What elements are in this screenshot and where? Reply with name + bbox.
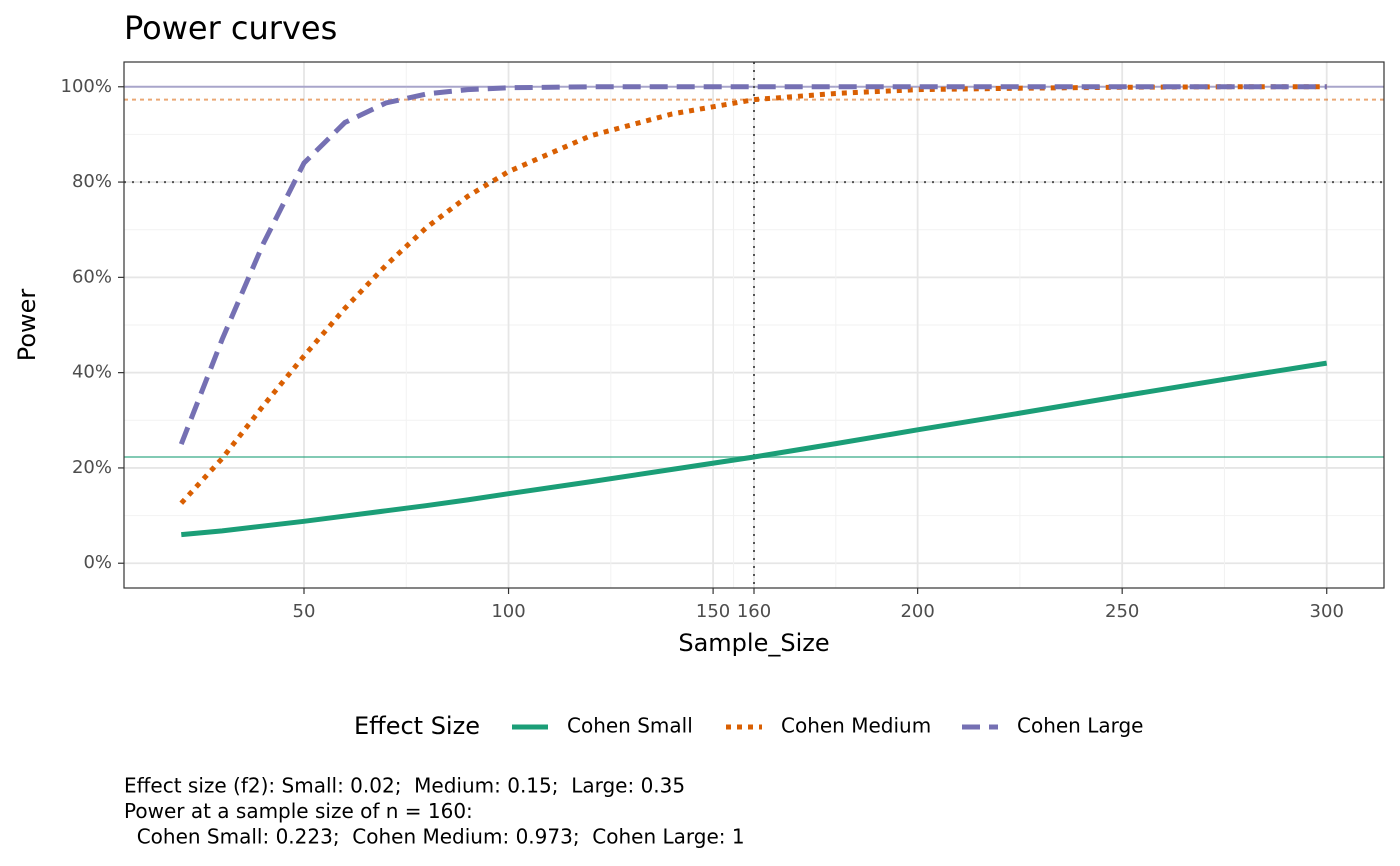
plot-area: [124, 62, 1384, 588]
x-tick-label: 150: [696, 601, 730, 622]
y-tick-label: 20%: [72, 457, 112, 478]
y-axis-label: Power: [13, 289, 41, 362]
x-tick-label: 250: [1105, 601, 1139, 622]
x-tick-label: 50: [293, 601, 316, 622]
y-tick-label: 40%: [72, 362, 112, 383]
y-tick-label: 0%: [83, 552, 112, 573]
x-axis-label: Sample_Size: [678, 629, 829, 657]
legend-title: Effect Size: [354, 712, 480, 740]
y-tick-label: 100%: [61, 76, 112, 97]
x-tick-label: 100: [491, 601, 525, 622]
x-tick-label: 160: [737, 601, 771, 622]
legend-label: Cohen Medium: [781, 714, 931, 738]
y-tick-label: 80%: [72, 171, 112, 192]
caption: Effect size (f2): Small: 0.02; Medium: 0…: [124, 774, 745, 849]
caption-line: Effect size (f2): Small: 0.02; Medium: 0…: [124, 774, 685, 798]
caption-line: Cohen Small: 0.223; Cohen Medium: 0.973;…: [124, 825, 745, 849]
x-tick-label: 200: [900, 601, 934, 622]
x-tick-label: 300: [1310, 601, 1344, 622]
series-line: [181, 360, 1328, 538]
chart-title: Power curves: [124, 9, 337, 47]
legend-label: Cohen Large: [1017, 714, 1143, 738]
caption-line: Power at a sample size of n = 160:: [124, 799, 473, 823]
grid: [124, 62, 1384, 588]
legend-label: Cohen Small: [567, 714, 693, 738]
legend: Effect Size Cohen Small Cohen Medium Cohen …: [354, 712, 1143, 740]
axes: 0% 20% 40% 60% 80% 100% 50 100 150 160 200 250 300: [61, 76, 1344, 622]
series-line: [179, 84, 1327, 505]
y-tick-label: 60%: [72, 266, 112, 287]
series-line: [178, 84, 1327, 446]
